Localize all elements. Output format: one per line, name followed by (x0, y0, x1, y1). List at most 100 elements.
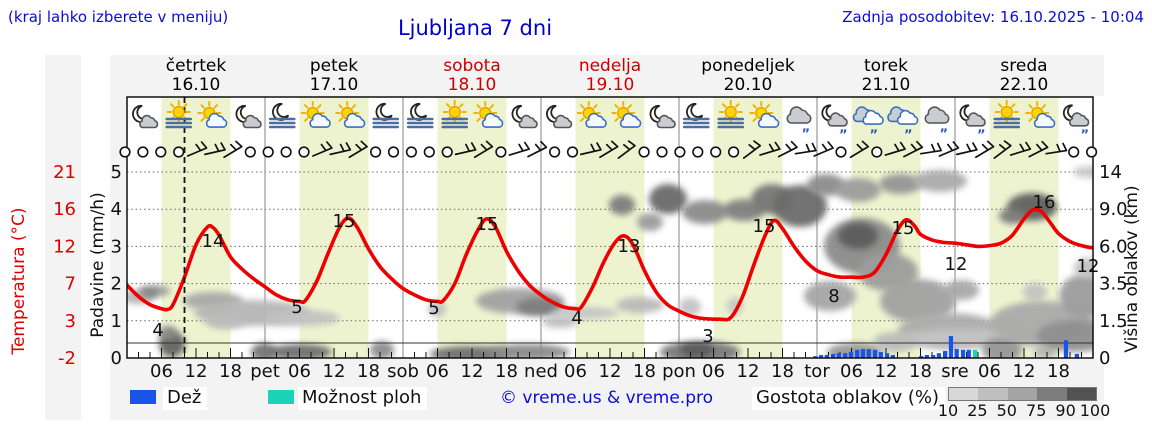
wind-barb-icon (1009, 141, 1032, 156)
precip-axis-labels: 5 4 3 2 1 0 (111, 162, 122, 369)
wind-barb-icon (527, 140, 548, 158)
day-name: sobota (443, 56, 501, 76)
svg-text:tor: tor (804, 361, 830, 382)
day-name: četrtek (166, 56, 227, 76)
svg-text:18: 18 (909, 361, 932, 382)
wind-calm-icon (387, 146, 400, 158)
svg-text:8: 8 (828, 286, 839, 307)
clouds-drizzle-icon: „ (887, 106, 919, 136)
svg-text:3: 3 (702, 326, 713, 347)
wind-barb-icon (223, 140, 243, 159)
wind-barb-icon (974, 140, 995, 159)
svg-text:3: 3 (111, 236, 122, 257)
sun-cloud-icon (576, 101, 607, 128)
day-name: ponedeljek (701, 56, 795, 76)
svg-text:5: 5 (111, 162, 122, 183)
svg-text:„: „ (839, 121, 848, 136)
svg-text:06: 06 (288, 361, 311, 382)
precipitation-axis-title: Padavine (mm/h) (88, 192, 108, 338)
sun-cloud-icon (611, 101, 642, 128)
rain-legend-label: Dež (163, 387, 208, 410)
svg-text:21: 21 (53, 162, 76, 183)
wind-calm-icon (441, 146, 453, 158)
showers-legend-label: Možnost ploh (298, 387, 428, 410)
wind-barb-icon (599, 140, 619, 159)
wind-calm-icon (155, 146, 167, 158)
sun-cloud-icon (473, 101, 504, 128)
wind-calm-icon (495, 146, 507, 158)
svg-text:12: 12 (53, 236, 76, 257)
wind-barb-icon (813, 141, 834, 157)
moon-cloud-icon (132, 105, 159, 129)
sun-fog-icon (165, 100, 193, 129)
wind-calm-icon (244, 146, 256, 158)
cloud-density-legend-label: Gostota oblakov (%) (752, 387, 946, 410)
cloud-density-scale-segment (1037, 388, 1067, 400)
rain-legend-swatch (130, 390, 156, 404)
wind-calm-icon (727, 146, 740, 158)
wind-calm-icon (423, 146, 435, 158)
svg-text:3.5: 3.5 (1099, 274, 1128, 295)
svg-text:18: 18 (357, 361, 380, 382)
cloud-density-scale-segment (949, 388, 979, 400)
copyright-link[interactable]: © vreme.us & vreme.pro (500, 388, 714, 408)
svg-text:14: 14 (1099, 162, 1122, 183)
day-date: 18.10 (448, 75, 497, 95)
wind-calm-icon (548, 146, 561, 158)
clouds-drizzle-icon: „ (852, 106, 884, 136)
svg-text:12: 12 (1013, 361, 1036, 382)
cloud-height-axis-title: Višina oblakov (km) (1122, 185, 1142, 353)
wind-calm-icon (173, 146, 185, 158)
day-date: 20.10 (724, 75, 773, 95)
cloud-density-scale-segment (1007, 388, 1038, 400)
wind-barb-icon (759, 141, 781, 156)
svg-text:1.5: 1.5 (1099, 311, 1128, 332)
svg-text:18: 18 (219, 361, 242, 382)
moon-fog-icon (372, 103, 400, 129)
wind-calm-icon (262, 146, 274, 158)
wind-calm-icon (835, 146, 847, 158)
wind-calm-icon (656, 146, 668, 158)
wind-barb-icon (186, 141, 208, 157)
wind-calm-icon (137, 146, 149, 158)
svg-text:pon: pon (662, 361, 696, 382)
wind-calm-icon (710, 146, 722, 158)
moon-cloud-drizzle-icon: „ (959, 104, 986, 136)
wind-calm-icon (1068, 146, 1080, 158)
cloud-density-scale-segment (978, 388, 1008, 400)
wind-barb-icon (955, 142, 978, 156)
cloud-drizzle-icon: „ (924, 106, 950, 135)
svg-text:-2: -2 (58, 348, 76, 369)
left-axis-panel (45, 55, 81, 420)
svg-text:16: 16 (53, 199, 76, 220)
cloud-drizzle-icon: „ (786, 106, 812, 135)
sun-fog-icon (993, 100, 1021, 129)
temperature-curve (127, 207, 1093, 322)
svg-text:„: „ (802, 120, 811, 135)
svg-text:15: 15 (476, 214, 499, 235)
svg-text:12: 12 (323, 361, 346, 382)
moon-fog-icon (682, 103, 710, 129)
wind-calm-icon (1085, 146, 1098, 158)
day-date: 17.10 (310, 75, 359, 95)
svg-text:2: 2 (111, 274, 122, 295)
svg-text:06: 06 (426, 361, 449, 382)
svg-text:12: 12 (737, 361, 760, 382)
svg-text:„: „ (870, 121, 879, 136)
page-title: Ljubljana 7 dni (397, 16, 553, 40)
wind-row (119, 140, 1098, 159)
wind-barb-icon (348, 140, 368, 159)
wind-barb-icon (508, 141, 531, 156)
moon-cloud-icon (235, 105, 262, 129)
wind-calm-icon (692, 146, 704, 158)
svg-text:5: 5 (428, 298, 439, 319)
temperature-labels: 4 14 5 15 5 15 4 13 3 15 8 15 12 16 12 (152, 192, 1099, 347)
svg-text:9.0: 9.0 (1099, 199, 1128, 220)
wind-barb-icon (1045, 142, 1068, 155)
moon-cloud-icon (546, 105, 573, 129)
cloud-density-scale-value: 90 (1055, 401, 1076, 420)
svg-text:12: 12 (875, 361, 898, 382)
cloud-density-scale-value: 50 (996, 401, 1017, 420)
moon-cloud-drizzle-icon: „ (821, 104, 848, 136)
svg-text:„: „ (940, 120, 949, 135)
